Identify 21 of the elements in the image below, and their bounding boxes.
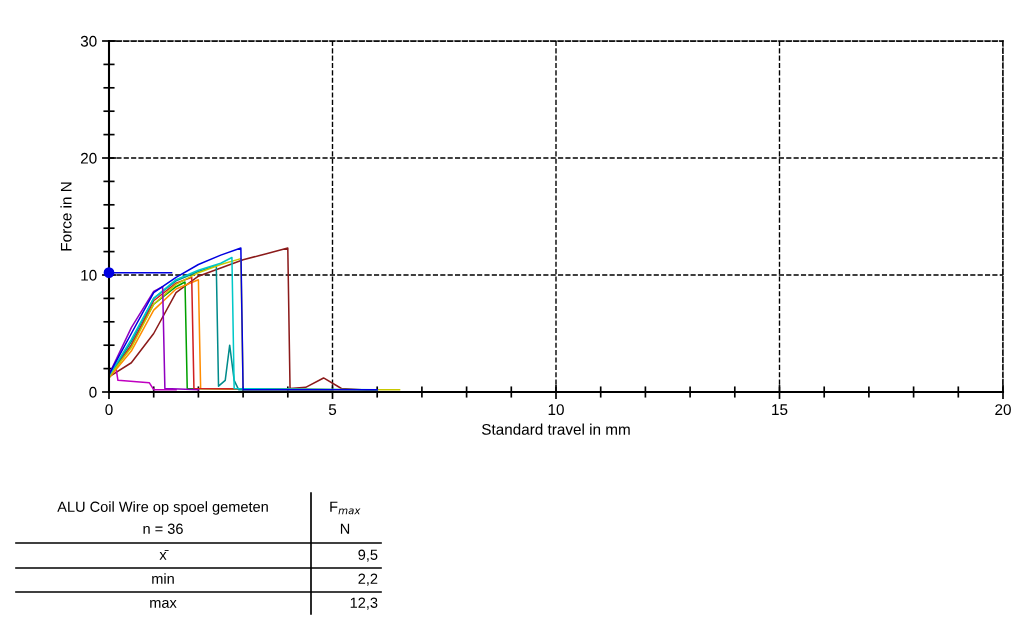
text: 9,5 xyxy=(358,549,378,562)
y-axis-title: Force in N xyxy=(60,182,72,251)
x-axis-title: Standard travel in mm xyxy=(481,423,630,435)
y-tick-label: 30 xyxy=(80,35,97,47)
text: 2,2 xyxy=(358,573,378,586)
y-tick-label: 0 xyxy=(89,386,97,398)
x-tick-label: 5 xyxy=(328,404,337,416)
x-tick-label: 15 xyxy=(772,404,788,416)
x-tick-label: 10 xyxy=(548,404,564,416)
y-tick-label: 10 xyxy=(81,269,97,281)
text: n = 36 xyxy=(143,523,183,534)
x-tick-label: 0 xyxy=(105,404,113,416)
text: max xyxy=(150,599,177,608)
text: min xyxy=(152,573,174,584)
text: N xyxy=(340,523,350,534)
text: 12,3 xyxy=(350,597,378,610)
text: x̄ xyxy=(159,550,169,560)
x-tick-label: 20 xyxy=(995,404,1011,416)
text: ALU Coil Wire op spoel gemeten xyxy=(57,501,268,515)
text: F$_{max}$ xyxy=(330,501,361,515)
y-tick-label: 20 xyxy=(80,152,97,164)
